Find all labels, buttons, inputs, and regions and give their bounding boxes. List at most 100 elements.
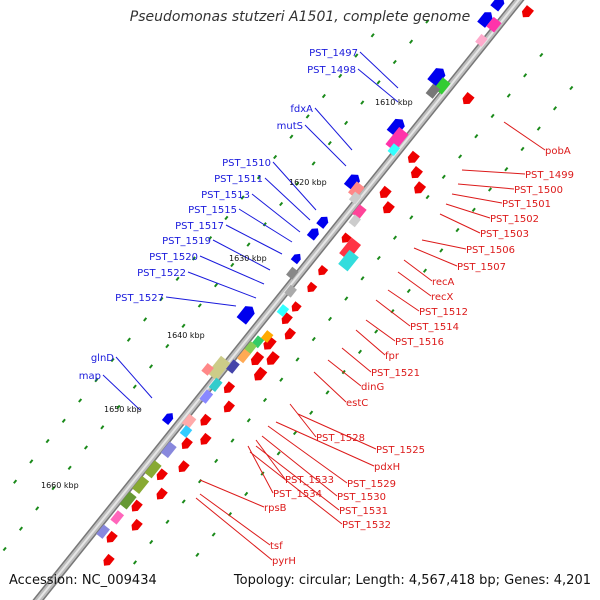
gene-label: PST_1506 — [466, 245, 515, 256]
tick-mark — [321, 93, 326, 99]
reverse-gene-arrow — [414, 181, 427, 194]
tick-mark — [425, 19, 430, 24]
feature-box — [286, 266, 299, 280]
tick-mark — [132, 384, 137, 389]
tick-mark — [240, 195, 245, 200]
tick-mark — [376, 255, 381, 261]
gene-label: PST_1517 — [175, 221, 224, 232]
label-leader-line — [275, 421, 375, 467]
genome-backbone — [32, 0, 525, 600]
reverse-gene-arrow — [263, 335, 277, 350]
tick-mark — [374, 329, 379, 334]
reverse-gene-arrow — [291, 301, 302, 312]
feature-box — [385, 126, 409, 152]
label-leader-line — [199, 255, 265, 285]
tick-mark — [276, 451, 281, 456]
tick-mark — [504, 167, 509, 172]
tick-mark — [305, 114, 310, 119]
label-leader-line — [225, 224, 283, 255]
tick-mark — [165, 343, 170, 349]
gene-label: recX — [431, 292, 454, 303]
tick-mark — [344, 296, 349, 301]
gene-label: PST_1501 — [502, 199, 551, 210]
label-leader-line — [413, 247, 458, 267]
tick-mark — [29, 459, 34, 464]
reverse-gene-arrow — [410, 166, 423, 179]
tick-mark — [292, 430, 298, 436]
tick-mark — [311, 336, 316, 342]
feature-box — [339, 237, 362, 261]
tick-mark — [2, 546, 7, 552]
label-leader-line — [313, 371, 347, 403]
reverse-gene-arrow — [318, 264, 329, 276]
feature-box — [475, 33, 488, 47]
tick-mark — [116, 404, 121, 410]
tick-mark — [126, 337, 131, 342]
tick-mark — [392, 235, 398, 240]
gene-label: PST_1521 — [371, 368, 420, 379]
feature-box — [119, 491, 137, 510]
tick-mark — [295, 357, 300, 362]
reverse-gene-arrow — [200, 413, 212, 426]
tick-mark — [289, 134, 294, 139]
feature-box — [110, 510, 125, 525]
label-leader-line — [297, 413, 377, 450]
tick-mark — [230, 262, 235, 268]
tick-mark — [327, 141, 332, 146]
feature-box — [132, 475, 150, 494]
label-leader-line — [421, 239, 467, 250]
tick-mark — [132, 560, 138, 565]
tick-mark — [246, 418, 251, 423]
feature-box — [348, 181, 365, 199]
tick-mark — [360, 100, 365, 105]
tick-mark — [197, 479, 203, 484]
label-leader-line — [115, 356, 153, 399]
gene-label: PST_1503 — [480, 229, 529, 240]
label-leader-line — [255, 439, 286, 480]
tick-mark — [295, 181, 300, 186]
tick-mark — [230, 438, 235, 443]
gene-label: PST_1499 — [525, 170, 574, 181]
tick-mark — [360, 276, 365, 281]
tick-mark — [83, 445, 89, 450]
reverse-gene-arrow — [131, 518, 143, 531]
gene-label: PST_1534 — [273, 489, 322, 500]
gene-label: PST_1507 — [457, 262, 506, 273]
tick-mark — [422, 268, 428, 273]
forward-gene-arrow — [343, 174, 360, 191]
gene-label: PST_1532 — [342, 520, 391, 531]
tick-mark — [159, 296, 164, 302]
scale-label: 1660 kbp — [41, 481, 79, 490]
tick-mark — [357, 349, 363, 354]
scale-labels: 1610 kbp 1620 kbp 1630 kbp 1640 kbp 1650 kbp… — [41, 98, 413, 490]
reverse-gene-arrow — [266, 351, 280, 365]
tick-mark — [191, 256, 196, 261]
tick-mark — [45, 438, 50, 444]
tick-mark — [439, 248, 444, 253]
gene-label: PST_1498 — [307, 65, 356, 76]
tick-mark — [536, 126, 541, 131]
label-leader-line — [375, 299, 411, 327]
label-leader-line — [461, 169, 526, 175]
label-leader-line — [314, 107, 353, 151]
tick-mark — [506, 93, 511, 98]
genome-title-text: Pseudomonas stutzeri A1501, complete gen… — [129, 9, 471, 25]
tick-mark — [262, 222, 267, 227]
tick-mark — [197, 303, 202, 308]
tick-marks — [2, 19, 574, 565]
gene-label: PST_1527 — [115, 293, 164, 304]
label-leader-line — [445, 203, 491, 219]
gene-label: pyrH — [272, 556, 296, 567]
scale-label: 1650 kbp — [104, 405, 142, 414]
tick-mark — [406, 288, 411, 294]
feature-box — [199, 389, 214, 404]
gene-label: PST_1511 — [214, 174, 263, 185]
tick-mark — [523, 73, 528, 78]
tick-mark — [51, 485, 56, 491]
gene-label: PST_1500 — [514, 185, 563, 196]
tick-mark — [273, 154, 278, 160]
forward-gene-arrow — [236, 306, 255, 325]
tick-mark — [224, 215, 229, 221]
